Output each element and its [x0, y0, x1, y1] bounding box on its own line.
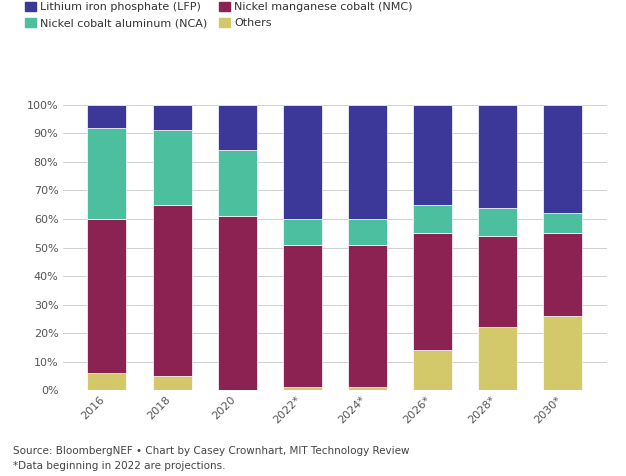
- Bar: [413, 105, 452, 205]
- Bar: [88, 128, 126, 219]
- Bar: [283, 105, 322, 219]
- Bar: [478, 208, 517, 236]
- Bar: [413, 233, 452, 350]
- Bar: [153, 130, 192, 205]
- Bar: [478, 327, 517, 390]
- Bar: [348, 245, 387, 387]
- Bar: [88, 219, 126, 373]
- Bar: [478, 236, 517, 327]
- Bar: [348, 387, 387, 390]
- Bar: [153, 376, 192, 390]
- Bar: [543, 213, 582, 233]
- Text: Source: BloombergNEF • Chart by Casey Crownhart, MIT Technology Review
*Data beg: Source: BloombergNEF • Chart by Casey Cr…: [13, 446, 409, 471]
- Bar: [283, 245, 322, 387]
- Bar: [543, 105, 582, 213]
- Bar: [348, 105, 387, 219]
- Bar: [153, 205, 192, 376]
- Bar: [88, 373, 126, 390]
- Bar: [218, 216, 257, 390]
- Bar: [413, 205, 452, 233]
- Legend: Lithium iron phosphate (LFP), Nickel cobalt aluminum (NCA), Nickel manganese cob: Lithium iron phosphate (LFP), Nickel cob…: [24, 2, 413, 28]
- Bar: [283, 387, 322, 390]
- Bar: [543, 316, 582, 390]
- Bar: [218, 150, 257, 216]
- Bar: [218, 105, 257, 150]
- Bar: [413, 350, 452, 390]
- Bar: [88, 105, 126, 128]
- Bar: [348, 219, 387, 245]
- Bar: [153, 105, 192, 130]
- Bar: [283, 219, 322, 245]
- Bar: [543, 233, 582, 316]
- Bar: [478, 105, 517, 208]
